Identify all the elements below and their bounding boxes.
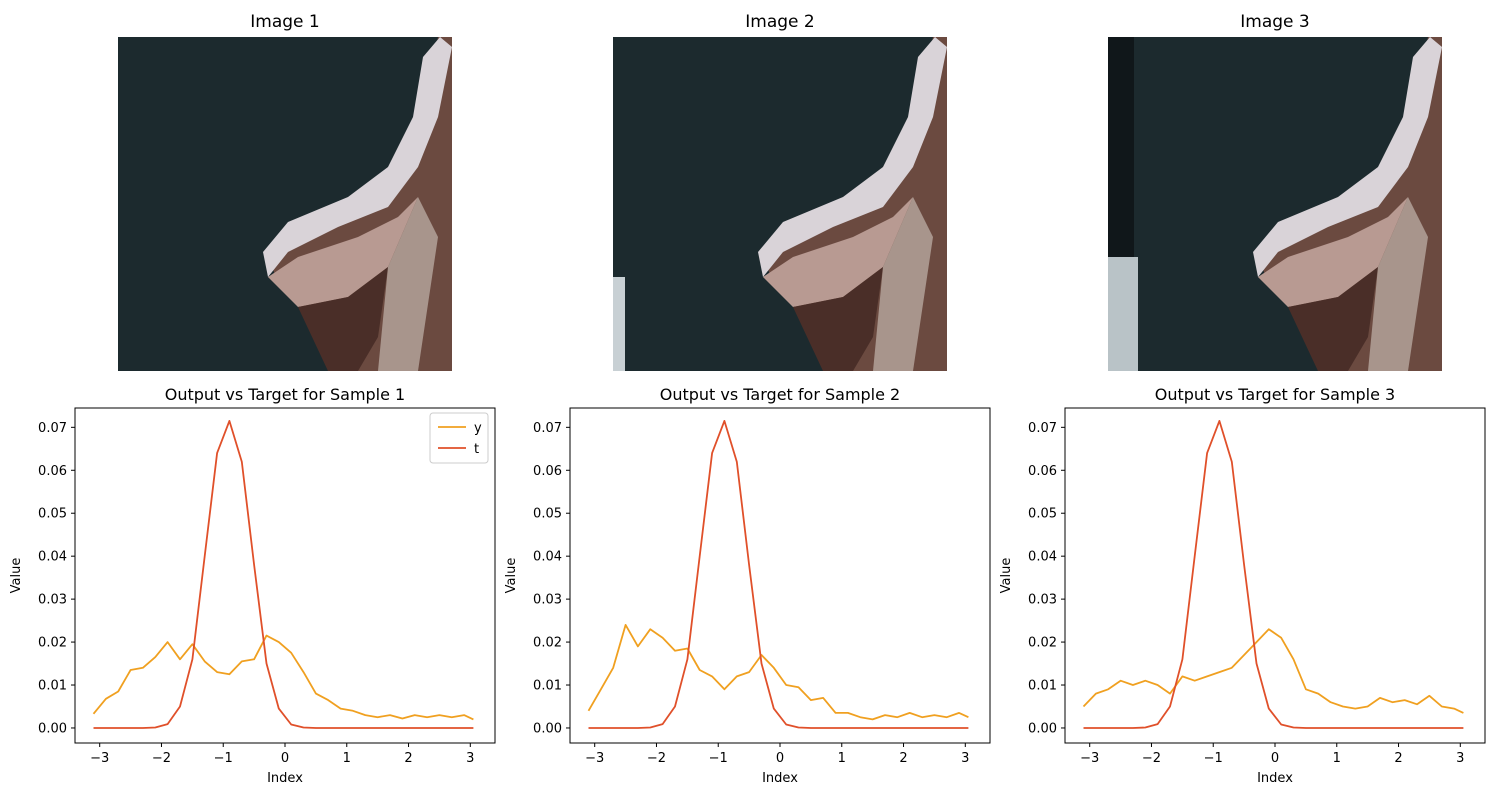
x-tick-label: 0 xyxy=(281,751,289,766)
image-2-picture xyxy=(613,37,947,371)
y-tick-label: 0.07 xyxy=(38,421,67,436)
image-2 xyxy=(613,37,947,371)
y-tick-label: 0.04 xyxy=(38,550,67,565)
y-tick-label: 0.01 xyxy=(1028,679,1057,694)
legend-label-t: t xyxy=(474,442,479,457)
image-1 xyxy=(118,37,452,371)
x-axis-label: Index xyxy=(762,771,798,786)
image-3 xyxy=(1108,37,1442,371)
y-tick-label: 0.04 xyxy=(1028,550,1057,565)
x-tick-label: 2 xyxy=(404,751,412,766)
x-tick-label: −3 xyxy=(1080,751,1099,766)
x-tick-label: 0 xyxy=(1271,751,1279,766)
y-tick-label: 0.06 xyxy=(38,464,67,479)
series-line-t xyxy=(1083,419,1464,729)
x-tick-label: 3 xyxy=(1456,751,1464,766)
plot-frame xyxy=(569,407,991,744)
x-tick-label: −3 xyxy=(585,751,604,766)
y-tick-label: 0.01 xyxy=(38,679,67,694)
x-tick-label: 1 xyxy=(1333,751,1341,766)
image-1-title: Image 1 xyxy=(250,12,320,32)
image-3-title: Image 3 xyxy=(1240,12,1310,32)
chart-title: Output vs Target for Sample 2 xyxy=(660,385,900,404)
series-line-y xyxy=(92,634,474,721)
x-tick-label: 0 xyxy=(776,751,784,766)
chart-sample-3: Output vs Target for Sample 3 −3 −2 −1 0 1 2 3 0… xyxy=(999,385,1486,786)
legend-label-y: y xyxy=(474,421,482,436)
y-tick-label: 0.01 xyxy=(533,679,562,694)
series-line-t xyxy=(588,419,969,729)
y-axis-label: Value xyxy=(504,558,519,594)
x-tick-label: 3 xyxy=(466,751,474,766)
y-tick-label: 0.00 xyxy=(533,721,562,736)
x-tick-label: 1 xyxy=(343,751,351,766)
x-tick-label: 3 xyxy=(961,751,969,766)
y-tick-label: 0.06 xyxy=(533,464,562,479)
image-2-title: Image 2 xyxy=(745,12,815,32)
y-tick-label: 0.02 xyxy=(533,636,562,651)
x-tick-label: 2 xyxy=(1394,751,1402,766)
x-tick-label: −2 xyxy=(1142,751,1161,766)
y-tick-label: 0.07 xyxy=(1028,421,1057,436)
chart-sample-2: Output vs Target for Sample 2 −3 −2 −1 0 1 2 3 0… xyxy=(504,385,991,786)
y-tick-label: 0.05 xyxy=(533,507,562,522)
y-tick-label: 0.03 xyxy=(533,593,562,608)
x-tick-label: −3 xyxy=(90,751,109,766)
y-axis-label: Value xyxy=(9,558,24,594)
series-line-y xyxy=(587,624,969,721)
image-1-picture xyxy=(118,37,452,371)
x-tick-label: −1 xyxy=(1204,751,1223,766)
y-tick-label: 0.07 xyxy=(533,421,562,436)
x-tick-label: 1 xyxy=(838,751,846,766)
x-tick-label: 2 xyxy=(899,751,907,766)
chart-title: Output vs Target for Sample 3 xyxy=(1155,385,1395,404)
y-tick-label: 0.02 xyxy=(38,636,67,651)
x-tick-label: −2 xyxy=(152,751,171,766)
legend-box xyxy=(429,412,489,464)
chart-sample-1: Output vs Target for Sample 1 −3 −2 −1 0 1 2 3 0… xyxy=(9,385,496,786)
y-tick-label: 0.03 xyxy=(38,593,67,608)
x-tick-label: −2 xyxy=(647,751,666,766)
x-tick-label: −1 xyxy=(709,751,728,766)
y-axis-label: Value xyxy=(999,558,1014,594)
x-axis-label: Index xyxy=(267,771,303,786)
image-3-picture xyxy=(1108,37,1442,371)
chart-title: Output vs Target for Sample 1 xyxy=(165,385,405,404)
series-line-y xyxy=(1082,628,1464,714)
x-axis-label: Index xyxy=(1257,771,1293,786)
plot-frame xyxy=(1064,407,1486,744)
y-tick-label: 0.02 xyxy=(1028,636,1057,651)
y-tick-label: 0.00 xyxy=(38,721,67,736)
series-line-t xyxy=(93,419,474,729)
y-tick-label: 0.03 xyxy=(1028,593,1057,608)
y-tick-label: 0.05 xyxy=(1028,507,1057,522)
x-tick-label: −1 xyxy=(214,751,233,766)
y-tick-label: 0.00 xyxy=(1028,721,1057,736)
y-tick-label: 0.04 xyxy=(533,550,562,565)
y-tick-label: 0.06 xyxy=(1028,464,1057,479)
y-tick-label: 0.05 xyxy=(38,507,67,522)
